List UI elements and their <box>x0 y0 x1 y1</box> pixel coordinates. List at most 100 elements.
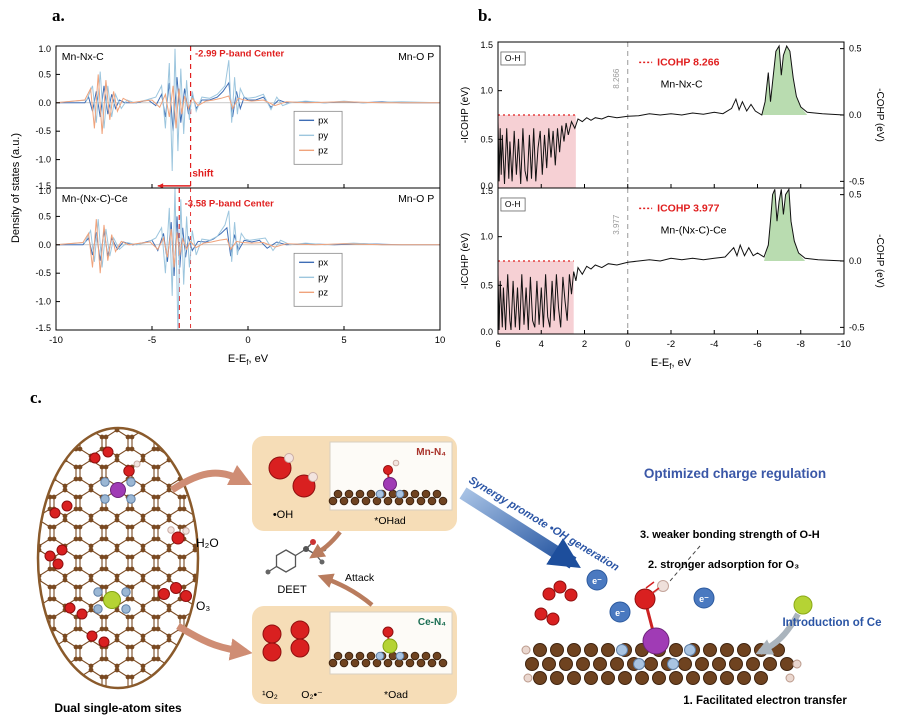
intro-ce-label: Introduction of Ce <box>782 617 881 629</box>
svg-text:Mn-(Nx-C)-Ce: Mn-(Nx-C)-Ce <box>661 224 727 236</box>
transfer-arrow-bottom <box>176 623 253 661</box>
dos-chart-mn-nx-c: 1.0 0.5 0.0 -0.5 -1.0 -1.5 Mn-Nx-C Mn-O P -2.99 … <box>35 44 441 191</box>
svg-text:1.0: 1.0 <box>38 44 51 54</box>
panel-c-label: c. <box>30 388 42 407</box>
svg-text:Mn-O P: Mn-O P <box>398 51 434 63</box>
svg-text:O-H: O-H <box>505 199 521 209</box>
panel-a-figure: Density of states (a.u.) 1.00.50.0-0.5-1… <box>10 44 445 367</box>
attack-label: Attack <box>345 572 375 584</box>
svg-text:-2: -2 <box>667 339 675 350</box>
svg-text:-10: -10 <box>49 335 63 346</box>
water-molecule-icon <box>167 526 190 545</box>
point-2-label: 2. stronger adsorption for O₃ <box>648 559 799 571</box>
synergy-arrow-label: Synergy promote •OH generation <box>466 474 621 574</box>
electron-label: e⁻ <box>592 576 602 586</box>
ozone-icons-right <box>534 580 578 626</box>
svg-text:6: 6 <box>495 339 500 350</box>
svg-text:Mn-O P: Mn-O P <box>398 193 434 205</box>
svg-text:4: 4 <box>539 339 544 350</box>
svg-text:Mn-Nx-C: Mn-Nx-C <box>62 51 104 63</box>
svg-text:0.5: 0.5 <box>38 69 51 79</box>
svg-text:0: 0 <box>245 335 250 346</box>
dos-chart-mn-nxc-ce: -10 -5 0 5 10 1.0 0.5 0.0 -0.5 -1.0 -1.5 E-Ef, eV Mn… <box>35 186 445 367</box>
svg-text:-3.58 P-band Center: -3.58 P-band Center <box>185 198 275 209</box>
h2o-label: H₂O <box>196 536 219 550</box>
svg-text:-1.0: -1.0 <box>35 155 51 165</box>
svg-text:E-Ef, eV: E-Ef, eV <box>651 357 692 371</box>
svg-text:8.266: 8.266 <box>612 68 621 89</box>
svg-text:0.5: 0.5 <box>849 44 862 54</box>
panel-b-figure: 0.0 0.5 1.0 1.5 0.5 0.0 -0.5 -ICOHP (eV) -COHP (… <box>460 40 885 371</box>
oh-radical-label: •OH <box>273 509 293 521</box>
svg-text:-1.0: -1.0 <box>35 297 51 307</box>
svg-text:-8: -8 <box>797 339 805 350</box>
svg-text:1.0: 1.0 <box>38 186 51 196</box>
transfer-arrow-top <box>170 464 253 493</box>
electron-label: e⁻ <box>615 608 625 618</box>
svg-text:0.0: 0.0 <box>38 98 51 108</box>
svg-text:1.0: 1.0 <box>480 232 493 242</box>
svg-text:0.0: 0.0 <box>480 181 493 191</box>
svg-text:Mn-(Nx-C)-Ce: Mn-(Nx-C)-Ce <box>62 193 128 205</box>
mn-n4-label: Mn-N₄ <box>416 447 446 458</box>
cohp-chart-mn-nxc-ce: 6 4 2 0 -2 -4 -6 -8 -10 0.0 0.5 1.0 1.5 0.5 0.0 -0.5 E-E… <box>460 186 885 371</box>
svg-text:-ICOHP (eV): -ICOHP (eV) <box>460 87 471 144</box>
svg-text:-0.5: -0.5 <box>35 268 51 278</box>
ohad-label: *OHad <box>374 515 406 527</box>
svg-text:-0.5: -0.5 <box>849 322 865 332</box>
svg-text:-1.5: -1.5 <box>35 323 51 333</box>
o3-label: O₃ <box>196 599 210 613</box>
svg-text:pz: pz <box>318 287 328 298</box>
charge-regulation-title: Optimized charge regulation <box>644 466 826 481</box>
deet-label: DEET <box>277 584 307 596</box>
attack-arrow-bottom <box>317 573 374 607</box>
svg-text:pz: pz <box>318 145 328 156</box>
svg-text:px: px <box>318 115 328 126</box>
ce-n4-label: Ce-N₄ <box>418 617 446 628</box>
electron-icon-3: e⁻ <box>693 587 715 609</box>
ce-ball-icon <box>793 595 813 615</box>
electron-icon-2: e⁻ <box>609 601 631 623</box>
superoxide-label: O₂•⁻ <box>301 689 323 701</box>
electron-icon-1: e⁻ <box>586 569 608 591</box>
svg-text:-10: -10 <box>837 339 851 350</box>
svg-text:ICOHP 8.266: ICOHP 8.266 <box>657 56 719 68</box>
svg-text:0.0: 0.0 <box>849 110 862 120</box>
svg-text:-1.5: -1.5 <box>35 181 51 191</box>
ce-site-atoms <box>93 587 131 614</box>
svg-text:O-H: O-H <box>505 53 521 63</box>
svg-text:0.5: 0.5 <box>38 211 51 221</box>
attack-arrow-top <box>309 530 342 559</box>
svg-text:px: px <box>318 257 328 268</box>
svg-text:-5: -5 <box>148 335 156 346</box>
svg-text:10: 10 <box>435 335 446 346</box>
svg-text:shift: shift <box>192 169 214 180</box>
svg-text:1.0: 1.0 <box>480 86 493 96</box>
svg-text:py: py <box>318 272 328 283</box>
singlet-o2-label: ¹O₂ <box>262 689 278 701</box>
panel-a-label: a. <box>52 6 65 25</box>
svg-text:py: py <box>318 130 328 141</box>
ce-n4-inset <box>328 611 453 675</box>
svg-text:E-Ef, eV: E-Ef, eV <box>228 353 269 367</box>
ce-n4-panel: Ce-N₄ ¹O₂ O₂•⁻ *Oad <box>252 606 457 704</box>
svg-text:-6: -6 <box>753 339 761 350</box>
svg-text:-2.99 P-band Center: -2.99 P-band Center <box>195 49 285 60</box>
svg-text:3.977: 3.977 <box>612 214 621 235</box>
mn-o-h-molecule <box>634 580 670 655</box>
svg-text:1.5: 1.5 <box>480 40 493 50</box>
svg-text:0.0: 0.0 <box>849 256 862 266</box>
ozone-molecule-icon <box>158 582 192 602</box>
svg-text:0.5: 0.5 <box>849 190 862 200</box>
o2-molecule-icons <box>262 620 310 662</box>
oad-label: *Oad <box>384 689 408 701</box>
cohp-chart-mn-nx-c: 0.0 0.5 1.0 1.5 0.5 0.0 -0.5 -ICOHP (eV) -COHP (… <box>460 40 885 191</box>
svg-text:0.5: 0.5 <box>480 134 493 144</box>
svg-text:0: 0 <box>625 339 630 350</box>
panel-b-label: b. <box>478 6 492 25</box>
svg-text:-4: -4 <box>710 339 718 350</box>
electron-label: e⁻ <box>699 594 709 604</box>
mn-n4-panel: •OH Mn-N₄ *OHad <box>252 436 457 531</box>
ce-intro-arrow <box>755 612 801 655</box>
